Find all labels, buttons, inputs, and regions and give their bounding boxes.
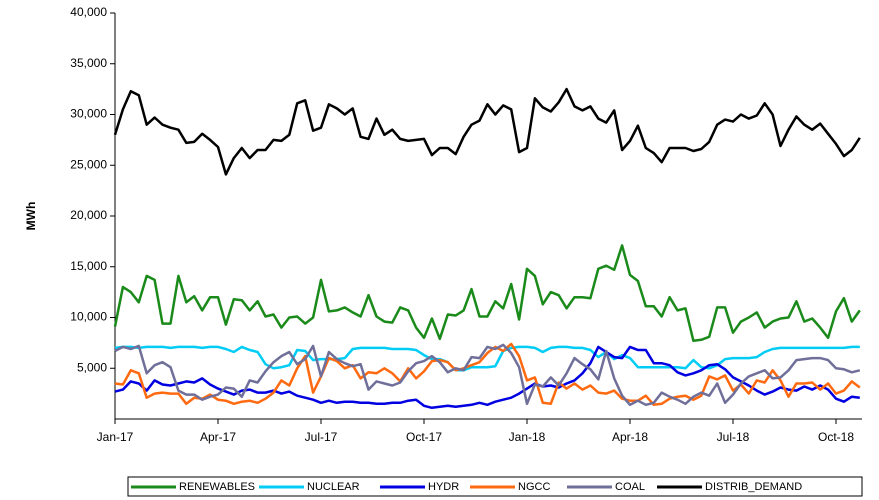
x-tick-label: Oct-17	[406, 430, 442, 444]
series-line	[113, 87, 861, 176]
series-line	[114, 343, 861, 407]
y-tick-label: 40,000	[70, 5, 107, 19]
legend-label: COAL	[615, 481, 645, 493]
y-tick-label: 20,000	[70, 208, 107, 222]
y-tick-label: 30,000	[70, 107, 107, 121]
y-tick-label: 10,000	[70, 310, 107, 324]
x-tick-label: Oct-18	[818, 430, 854, 444]
x-tick-label: Apr-18	[612, 430, 648, 444]
legend-label: RENEWABLES	[179, 481, 255, 493]
series-line	[113, 244, 861, 343]
y-axis-label: MWh	[24, 202, 38, 231]
y-tick-label: 35,000	[70, 56, 107, 70]
x-tick-label: Jul-17	[305, 430, 338, 444]
legend-label: NGCC	[518, 481, 550, 493]
x-tick-label: Jan-17	[97, 430, 134, 444]
y-tick-label: 25,000	[70, 157, 107, 171]
series-line	[114, 345, 860, 410]
legend-label: NUCLEAR	[307, 481, 360, 493]
series-line	[114, 342, 861, 407]
legend-label: HYDR	[428, 481, 459, 493]
legend-label: DISTRIB_DEMAND	[705, 481, 802, 493]
x-tick-label: Jan-18	[509, 430, 546, 444]
legend-box	[127, 476, 863, 497]
y-tick-label: 15,000	[70, 259, 107, 273]
series-line	[114, 345, 860, 372]
y-tick-label: 5,000	[77, 360, 107, 374]
x-tick-label: Apr-17	[200, 430, 236, 444]
x-tick-label: Jul-18	[717, 430, 750, 444]
